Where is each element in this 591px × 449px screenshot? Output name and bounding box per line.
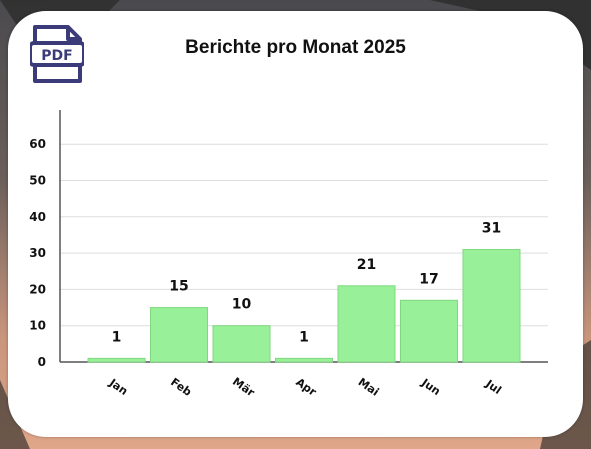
data-label: 1: [112, 329, 122, 345]
pdf-icon-text: PDF: [41, 48, 72, 64]
pdf-icon: PDF: [30, 25, 84, 83]
y-tick-label: 10: [29, 319, 46, 333]
data-label: 15: [169, 279, 188, 295]
chart-card: [8, 11, 583, 437]
bar: [87, 357, 146, 363]
y-tick-label: 0: [38, 355, 46, 369]
x-tick-label: Jun: [418, 376, 442, 399]
y-tick-label: 60: [29, 137, 46, 151]
x-tick-label: Jan: [106, 376, 130, 398]
x-tick-label: Feb: [168, 375, 194, 399]
data-label: 31: [482, 220, 501, 236]
bar: [275, 357, 333, 363]
x-tick-label: Mai: [356, 375, 382, 398]
data-label: 10: [232, 297, 252, 313]
bar: [150, 307, 208, 363]
y-tick-label: 50: [29, 174, 46, 188]
data-label: 21: [357, 257, 376, 273]
x-tick-label: Jul: [483, 377, 504, 397]
x-tick-label: Mär: [230, 375, 257, 400]
x-tick-label: Apr: [293, 376, 319, 399]
y-tick-label: 40: [29, 210, 46, 224]
chart-title: Berichte pro Monat 2025: [185, 37, 406, 58]
bar: [337, 285, 396, 363]
bar: [212, 325, 271, 363]
bar: [462, 248, 521, 363]
y-tick-label: 30: [29, 246, 46, 260]
data-label: 1: [299, 329, 309, 345]
y-tick-label: 20: [29, 282, 46, 296]
data-label: 17: [419, 271, 438, 287]
bar: [400, 299, 458, 363]
